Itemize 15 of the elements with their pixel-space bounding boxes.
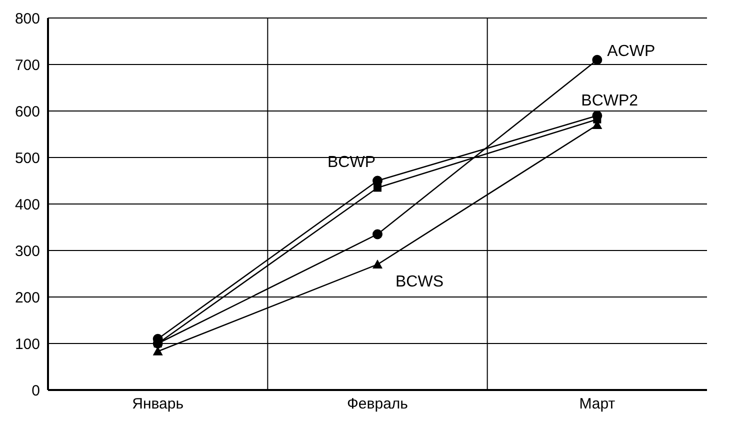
y-tick-label: 500 bbox=[14, 150, 40, 167]
x-tick-label: Март bbox=[579, 396, 616, 413]
y-tick-label: 0 bbox=[32, 382, 40, 400]
x-tick-label: Январь bbox=[132, 396, 184, 413]
series-label: BCWP2 bbox=[581, 92, 638, 110]
series-label: ACWP bbox=[607, 42, 656, 60]
series-label: BCWS bbox=[396, 273, 444, 290]
y-tick-label: 700 bbox=[14, 56, 40, 74]
y-tick-label: 600 bbox=[14, 103, 40, 120]
y-tick-label: 100 bbox=[14, 336, 40, 353]
y-tick-label: 200 bbox=[14, 289, 40, 306]
y-tick-label: 800 bbox=[14, 10, 40, 28]
x-tick-label: Февраль bbox=[347, 396, 408, 413]
y-tick-label: 300 bbox=[14, 242, 40, 260]
y-tick-label: 400 bbox=[14, 196, 40, 214]
